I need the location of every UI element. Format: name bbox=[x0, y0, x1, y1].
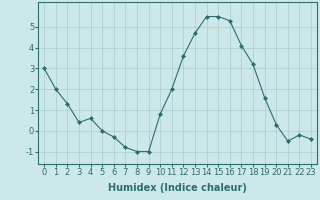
X-axis label: Humidex (Indice chaleur): Humidex (Indice chaleur) bbox=[108, 183, 247, 193]
